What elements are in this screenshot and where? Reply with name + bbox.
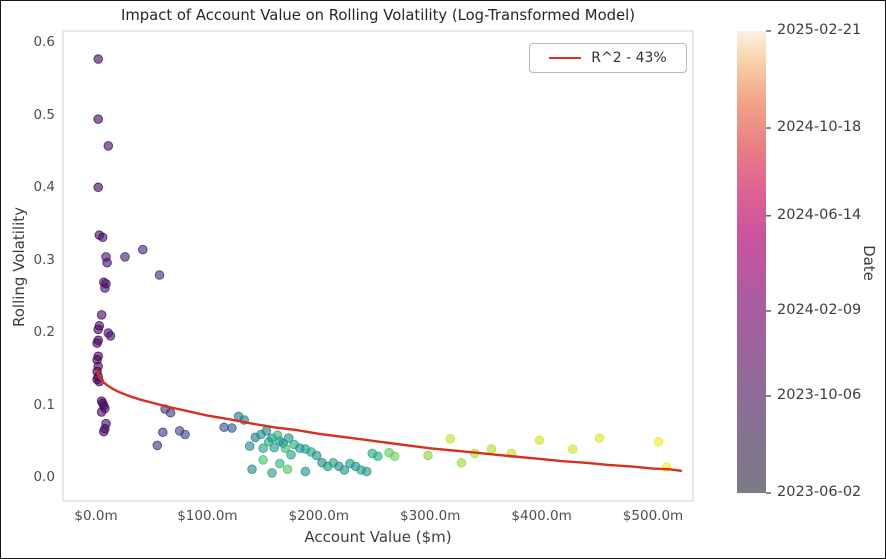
scatter-point (486, 444, 497, 454)
scatter-point (102, 257, 112, 268)
scatter-point (227, 423, 237, 433)
x-tick-label: $200.0m (288, 508, 349, 524)
y-tick-label: 0.4 (33, 179, 55, 195)
x-tick-label: $0.0m (74, 508, 118, 524)
scatter-point (361, 466, 372, 477)
scatter-point (269, 442, 279, 453)
scatter-point (96, 310, 107, 320)
scatter-point (158, 427, 168, 438)
legend-entry-label: R^2 - 43% (591, 50, 667, 66)
x-tick-label: $100.0m (177, 508, 238, 524)
y-tick-label: 0.3 (33, 251, 55, 268)
colorbar-tick-label: 2025-02-21 (777, 22, 862, 38)
x-tick-label: $500.0m (622, 508, 684, 524)
scatter-point (165, 408, 176, 418)
scatter-point (138, 244, 148, 255)
scatter-point (93, 324, 103, 335)
x-tick-label: $400.0m (511, 508, 572, 524)
colorbar-tick-label: 2023-06-02 (777, 484, 862, 500)
scatter-point (152, 440, 163, 451)
scatter-point (105, 331, 116, 341)
scatter-point (653, 437, 664, 447)
scatter-point (534, 435, 545, 446)
scatter-point (282, 464, 293, 475)
scatter-point (389, 451, 400, 462)
trend-line (95, 369, 683, 472)
chart-title: Impact of Account Value on Rolling Volat… (120, 7, 636, 24)
scatter-point (99, 426, 109, 437)
colorbar (737, 31, 766, 493)
scatter-point (594, 433, 605, 443)
scatter-point (93, 182, 103, 193)
scatter-point (219, 422, 229, 433)
scatter-point (100, 283, 110, 293)
colorbar-tick-label: 2024-02-09 (777, 301, 862, 318)
y-tick-label: 0.2 (33, 324, 55, 340)
y-tick-label: 0.0 (33, 469, 55, 485)
scatter-point (373, 451, 383, 462)
scatter-point (275, 458, 285, 469)
colorbar-tick-label: 2024-10-18 (777, 119, 862, 136)
colorbar-tick-label: 2024-06-14 (777, 206, 862, 223)
x-tick-label: $300.0m (399, 508, 461, 524)
scatter-point (267, 468, 277, 478)
scatter-point (445, 434, 456, 444)
scatter-point (103, 141, 114, 151)
legend-line-swatch (549, 57, 582, 59)
scatter-point (456, 458, 467, 468)
scatter-point (96, 407, 107, 417)
scatter-point (261, 426, 272, 436)
scatter-point (120, 252, 130, 262)
scatter-point (300, 466, 311, 477)
y-tick-label: 0.1 (33, 396, 55, 413)
x-axis-label: Account Value ($m) (304, 528, 452, 546)
colorbar-tick-label: 2023-10-06 (777, 386, 862, 403)
scatter-point (180, 429, 190, 440)
colorbar-label: Date (860, 245, 878, 281)
scatter-point (311, 450, 322, 461)
legend: R^2 - 43% (529, 43, 687, 73)
scatter-point (92, 338, 102, 348)
scatter-point (423, 450, 433, 461)
scatter-point (247, 464, 257, 475)
scatter-point (93, 54, 103, 64)
scatter-point (568, 444, 578, 454)
scatter-point (258, 455, 268, 465)
scatter-point (258, 443, 268, 454)
plot-spines (62, 30, 694, 502)
scatter-point (286, 450, 296, 460)
scatter-point (93, 114, 103, 124)
y-tick-label: 0.5 (33, 106, 55, 123)
scatter-point (97, 232, 108, 243)
y-tick-label: 0.6 (33, 34, 55, 50)
scatter-point (280, 443, 291, 454)
scatter-point (283, 433, 294, 443)
scatter-point (154, 270, 165, 280)
scatter-point (339, 465, 350, 475)
scatter-point (244, 441, 255, 451)
